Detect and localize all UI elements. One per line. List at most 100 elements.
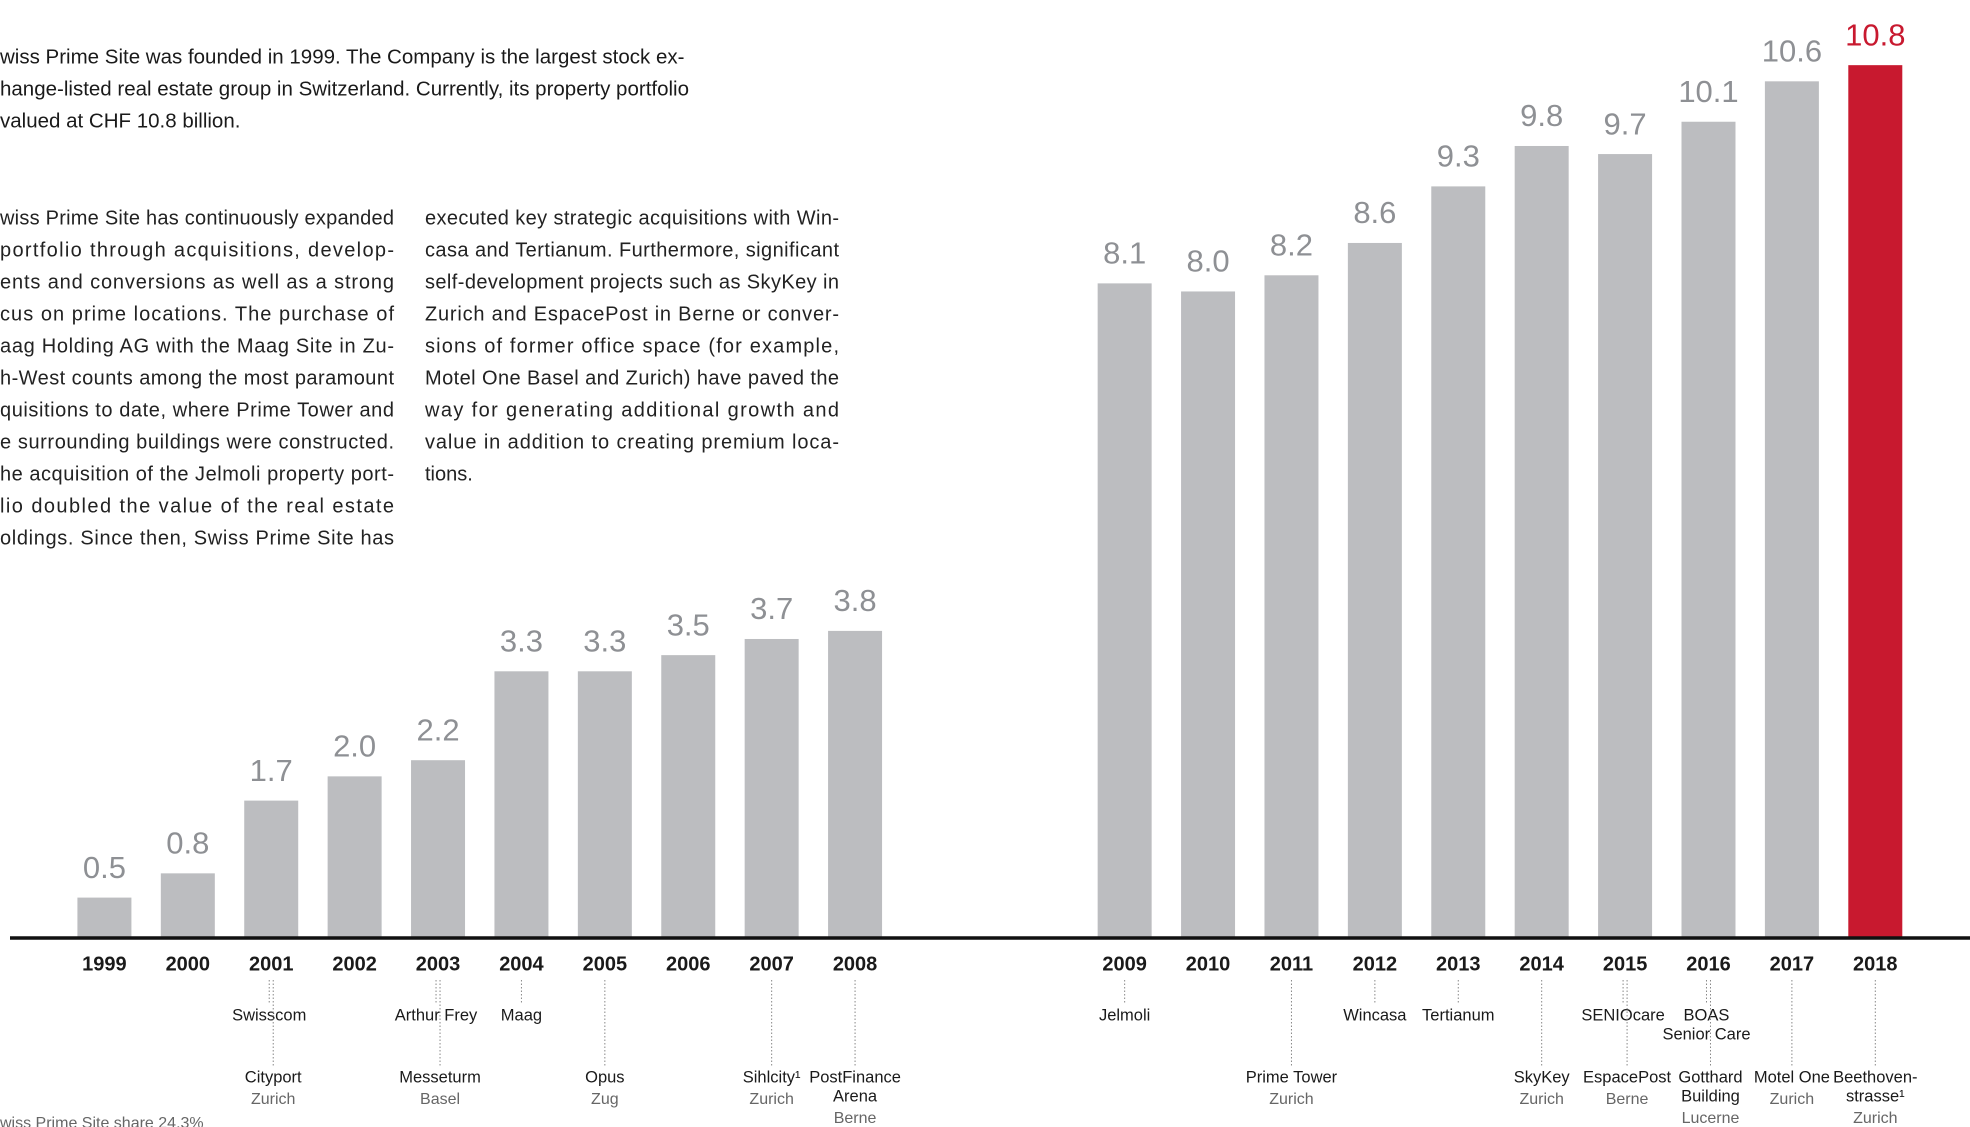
acquisition-name: EspacePost (1583, 1068, 1671, 1086)
year-label: 2017 (1770, 953, 1815, 975)
value-label: 2.2 (416, 712, 459, 747)
body-line: e surrounding buildings were constructed… (0, 431, 394, 453)
bar (1264, 275, 1319, 939)
year-label: 2009 (1102, 953, 1147, 975)
body-line: value in addition to creating premium lo… (425, 431, 839, 453)
acquisition-place: Berne (834, 1110, 877, 1127)
body-line: portfolio through acquisitions, develop- (0, 239, 394, 261)
acquisition-place: Zug (591, 1091, 619, 1108)
value-label: 8.6 (1353, 195, 1396, 230)
bar (661, 655, 716, 938)
acquisition-name: Building (1681, 1087, 1740, 1105)
year-label: 1999 (82, 953, 127, 975)
year-label: 2002 (332, 953, 377, 975)
body-line: cus on prime locations. The purchase of (0, 303, 394, 325)
value-label: 3.3 (500, 623, 543, 658)
bar (1598, 154, 1653, 939)
body-line: sions of former office space (for exampl… (425, 335, 839, 357)
bar (77, 897, 132, 938)
body-line: quisitions to date, where Prime Tower an… (0, 399, 394, 421)
acquisition-name: Maag (501, 1006, 542, 1024)
year-label: 2015 (1603, 953, 1648, 975)
body-line: tions. (425, 463, 473, 485)
value-label: 2.0 (333, 729, 376, 764)
body-line: executed key strategic acquisitions with… (425, 207, 839, 229)
year-label: 2007 (749, 953, 794, 975)
value-label: 10.1 (1678, 74, 1738, 109)
acquisition-place: Zurich (1519, 1091, 1563, 1108)
acquisition-place: Zurich (749, 1091, 793, 1108)
bar (744, 638, 799, 938)
year-label: 2010 (1186, 953, 1231, 975)
acquisition-name: Arthur Frey (395, 1006, 478, 1024)
value-label: 9.3 (1437, 139, 1480, 174)
acquisition-name: Jelmoli (1099, 1006, 1150, 1024)
value-label: 3.7 (750, 591, 793, 626)
acquisition-name: SENIOcare (1581, 1006, 1664, 1024)
value-label: 10.8 (1845, 17, 1905, 52)
body-line: wiss Prime Site has continuously expande… (0, 207, 394, 229)
year-label: 2001 (249, 953, 294, 975)
bar (1764, 81, 1819, 938)
bar (1431, 186, 1486, 938)
intro-line: wiss Prime Site was founded in 1999. The… (0, 45, 684, 68)
acquisition-place: Berne (1606, 1091, 1649, 1108)
year-label: 2003 (416, 953, 461, 975)
bar (494, 671, 549, 938)
value-label: 8.0 (1187, 244, 1230, 279)
year-label: 2014 (1519, 953, 1564, 975)
acquisition-name: Sihlcity¹ (743, 1068, 801, 1086)
acquisition-name: Swisscom (232, 1006, 306, 1024)
body-line: Motel One Basel and Zurich) have paved t… (425, 367, 839, 389)
acquisition-name: SkyKey (1514, 1068, 1571, 1086)
bar (828, 630, 883, 938)
body-line: aag Holding AG with the Maag Site in Zu- (0, 335, 394, 357)
acquisition-name: Senior Care (1662, 1025, 1750, 1043)
acquisition-place: Zurich (1770, 1091, 1814, 1108)
value-label: 3.3 (583, 623, 626, 658)
body-line: oldings. Since then, Swiss Prime Site ha… (0, 527, 394, 549)
body-line: h-West counts among the most paramount (0, 367, 394, 389)
intro-line: hange-listed real estate group in Switze… (0, 77, 689, 100)
body-line: self-development projects such as SkyKey… (425, 271, 839, 293)
acquisition-place: Lucerne (1682, 1110, 1740, 1127)
bar (160, 873, 215, 938)
acquisition-name: BOAS (1684, 1006, 1730, 1024)
value-label: 1.7 (250, 753, 293, 788)
acquisition-name: Motel One (1754, 1068, 1830, 1086)
bar (1848, 65, 1903, 938)
year-label: 2016 (1686, 953, 1731, 975)
acquisition-place: Zurich (1269, 1091, 1313, 1108)
body-line: Zurich and EspacePost in Berne or conver… (425, 303, 839, 325)
year-label: 2013 (1436, 953, 1481, 975)
footnote: wiss Prime Site share 24.3% (0, 1115, 204, 1127)
acquisition-name: Tertianum (1422, 1006, 1494, 1024)
value-label: 3.8 (834, 583, 877, 618)
value-label: 8.1 (1103, 236, 1146, 271)
body-line: way for generating additional growth and (424, 399, 839, 421)
value-label: 3.5 (667, 607, 710, 642)
bar (411, 760, 466, 938)
year-label: 2012 (1353, 953, 1398, 975)
acquisition-name: Arena (833, 1087, 878, 1105)
bar (244, 800, 299, 938)
body-line: lio doubled the value of the real estate (0, 495, 394, 517)
bar (1514, 145, 1569, 938)
year-label: 2008 (833, 953, 878, 975)
acquisition-place: Zurich (1853, 1110, 1897, 1127)
bar (1097, 283, 1152, 938)
acquisition-name: Gotthard (1678, 1068, 1742, 1086)
acquisition-name: Prime Tower (1246, 1068, 1338, 1086)
value-label: 0.8 (166, 826, 209, 861)
acquisition-name: strasse¹ (1846, 1087, 1905, 1105)
value-label: 9.8 (1520, 98, 1563, 133)
acquisition-name: Beethoven- (1833, 1068, 1917, 1086)
year-label: 2005 (583, 953, 628, 975)
acquisition-name: Messeturm (399, 1068, 481, 1086)
year-label: 2004 (499, 953, 544, 975)
bar (1181, 291, 1236, 938)
bar (327, 776, 382, 938)
acquisition-place: Zurich (251, 1091, 295, 1108)
value-label: 8.2 (1270, 227, 1313, 262)
